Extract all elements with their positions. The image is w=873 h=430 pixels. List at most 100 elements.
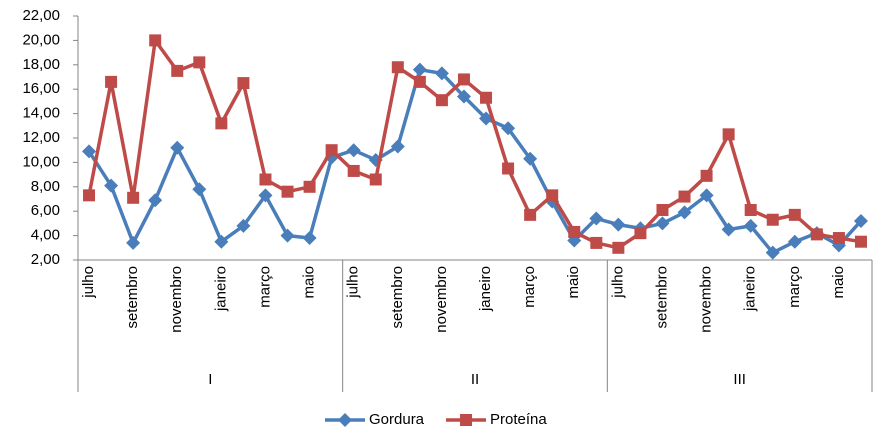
data-point <box>237 77 250 90</box>
data-point <box>413 75 426 88</box>
data-point <box>170 140 185 155</box>
x-tick-label: março <box>256 266 273 308</box>
x-tick-label: novembro <box>698 266 715 333</box>
x-tick-label: setembro <box>389 266 406 329</box>
data-point <box>810 228 823 241</box>
data-point <box>171 64 184 77</box>
x-tick-label: novembro <box>168 266 185 333</box>
y-tick-label: 4,00 <box>31 227 60 244</box>
data-point <box>412 62 427 77</box>
data-point <box>656 203 669 216</box>
x-tick-label: março <box>786 266 803 308</box>
data-point <box>369 173 382 186</box>
data-point <box>699 188 714 203</box>
data-point <box>765 245 780 260</box>
data-point <box>523 151 538 166</box>
data-point <box>677 205 692 220</box>
data-point <box>479 111 494 126</box>
data-point <box>347 164 360 177</box>
data-point <box>127 191 140 204</box>
data-point <box>787 234 802 249</box>
y-tick-label: 18,00 <box>22 56 60 73</box>
data-point <box>104 178 119 193</box>
y-tick-label: 20,00 <box>22 31 60 48</box>
data-point <box>457 73 470 86</box>
group-label: III <box>733 371 746 388</box>
data-point <box>832 232 845 245</box>
data-point <box>456 89 471 104</box>
data-point <box>590 236 603 249</box>
data-point <box>721 222 736 237</box>
y-tick-label: 2,00 <box>31 251 60 268</box>
data-point <box>634 227 647 240</box>
series-line <box>87 38 862 250</box>
data-point <box>258 188 273 203</box>
x-tick-label: julho <box>345 266 362 299</box>
y-tick-label: 10,00 <box>22 153 60 170</box>
legend-marker <box>338 413 352 427</box>
data-point <box>501 121 516 136</box>
x-tick-label: janeiro <box>212 266 229 312</box>
data-point <box>722 128 735 141</box>
data-point <box>480 91 493 104</box>
data-point <box>126 235 141 250</box>
data-point <box>612 241 625 254</box>
x-tick-label: setembro <box>653 266 670 329</box>
data-point <box>346 143 361 158</box>
data-point <box>149 34 162 47</box>
data-point <box>391 61 404 74</box>
data-point <box>105 75 118 88</box>
data-point <box>215 117 228 130</box>
x-tick-label: janeiro <box>477 266 494 312</box>
data-point <box>568 225 581 238</box>
y-tick-label: 14,00 <box>22 105 60 122</box>
y-tick-label: 12,00 <box>22 129 60 146</box>
data-point <box>854 235 867 248</box>
data-point <box>280 228 295 243</box>
y-tick-label: 8,00 <box>31 178 60 195</box>
y-tick-label: 6,00 <box>31 202 60 219</box>
data-point <box>589 211 604 226</box>
x-tick-label: maio <box>565 266 582 299</box>
data-point <box>766 213 779 226</box>
data-point <box>611 217 626 232</box>
x-tick-label: março <box>521 266 538 308</box>
legend-marker <box>460 414 473 426</box>
data-point <box>744 203 757 216</box>
group-label: II <box>471 371 479 388</box>
y-tick-label: 22,00 <box>22 7 60 24</box>
data-point <box>678 190 691 203</box>
data-point <box>390 139 405 154</box>
data-point <box>546 189 559 202</box>
data-point <box>82 144 97 159</box>
x-tick-label: julho <box>609 266 626 299</box>
data-point <box>853 213 868 228</box>
data-point <box>259 173 272 186</box>
data-point <box>502 162 515 175</box>
legend-label: Gordura <box>369 411 425 428</box>
data-point <box>435 94 448 107</box>
x-tick-label: setembro <box>124 266 141 329</box>
group-label: I <box>208 371 212 388</box>
data-point <box>148 193 163 208</box>
x-tick-label: maio <box>301 266 318 299</box>
data-point <box>83 189 96 202</box>
data-point <box>193 56 206 69</box>
data-point <box>281 185 294 198</box>
data-point <box>325 144 338 157</box>
y-tick-label: 16,00 <box>22 80 60 97</box>
data-point <box>192 182 207 197</box>
x-tick-label: maio <box>830 266 847 299</box>
data-point <box>655 216 670 231</box>
data-point <box>524 208 537 221</box>
data-point <box>434 66 449 81</box>
legend-label: Proteína <box>490 411 547 428</box>
data-point <box>214 234 229 249</box>
data-point <box>788 208 801 221</box>
data-point <box>743 218 758 233</box>
x-tick-label: janeiro <box>742 266 759 312</box>
x-tick-label: julho <box>80 266 97 299</box>
data-point <box>700 169 713 182</box>
data-point <box>302 231 317 246</box>
